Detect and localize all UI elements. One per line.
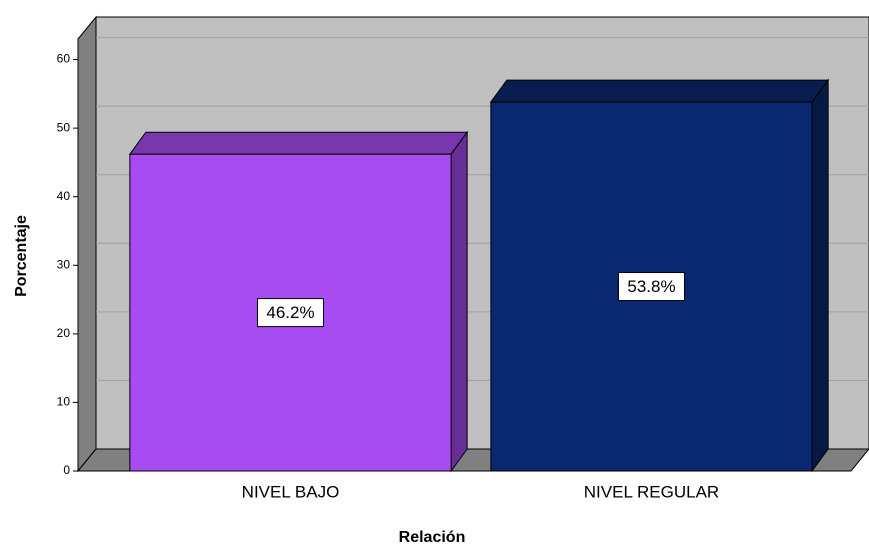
bar-side (450, 130, 468, 473)
y-tick-label: 30 (57, 257, 71, 271)
y-tick-label: 50 (57, 120, 71, 134)
value-label: 53.8% (627, 277, 675, 296)
left-wall (77, 15, 97, 473)
y-tick-label: 0 (63, 463, 70, 477)
bar-side (811, 78, 829, 473)
y-tick-label: 40 (57, 189, 71, 203)
bar-top (489, 79, 830, 103)
x-tick-label: NIVEL BAJO (242, 482, 340, 501)
value-label-box (618, 272, 685, 302)
y-axis-title: Porcentaje (13, 215, 30, 297)
value-label: 46.2% (266, 303, 314, 322)
bar-top (128, 131, 469, 155)
x-axis-title: Relación (399, 529, 466, 546)
y-tick-label: 60 (57, 52, 71, 66)
value-label-box (257, 298, 324, 328)
x-tick-label: NIVEL REGULAR (584, 482, 719, 501)
y-tick-label: 20 (57, 326, 71, 340)
y-tick-label: 10 (57, 395, 71, 409)
